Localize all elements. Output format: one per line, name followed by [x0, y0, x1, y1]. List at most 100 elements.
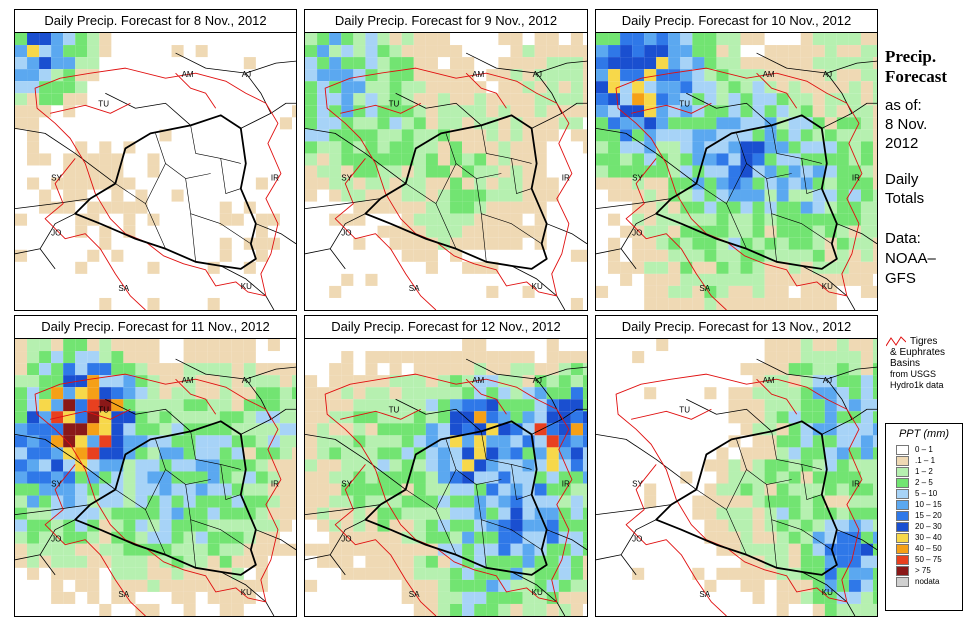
- precip-cell: [425, 81, 438, 94]
- precip-cell: [812, 339, 825, 352]
- precip-cell: [836, 213, 849, 226]
- legend-swatch: [896, 576, 909, 587]
- precip-cell: [377, 567, 390, 580]
- precip-cell: [498, 423, 511, 436]
- precip-cell: [788, 423, 801, 436]
- precip-cell: [147, 555, 160, 568]
- precip-cell: [740, 201, 753, 214]
- precip-cell: [704, 579, 717, 592]
- precip-cell: [824, 117, 837, 130]
- precip-cell: [15, 435, 28, 448]
- precip-cell: [450, 189, 463, 202]
- precip-cell: [546, 459, 559, 472]
- precip-cell: [39, 459, 52, 472]
- precip-cell: [800, 567, 813, 580]
- precip-cell: [15, 363, 28, 376]
- precip-cell: [546, 507, 559, 520]
- precip-cell: [27, 543, 40, 556]
- precip-cell: [608, 165, 621, 178]
- precip-cell: [812, 579, 825, 592]
- precip-cell: [644, 93, 657, 106]
- precip-cell: [305, 543, 318, 556]
- precip-cell: [51, 471, 64, 484]
- precip-cell: [51, 177, 64, 190]
- precip-cell: [812, 519, 825, 532]
- precip-cell: [812, 201, 825, 214]
- precip-cell: [329, 495, 342, 508]
- precip-cell: [75, 579, 88, 592]
- precip-cell: [243, 459, 256, 472]
- precip-cell: [788, 351, 801, 364]
- basin-outline: [631, 102, 712, 114]
- precip-cell: [800, 249, 813, 262]
- precip-cell: [582, 81, 587, 94]
- precip-cell: [135, 531, 148, 544]
- precip-cell: [740, 69, 753, 82]
- precip-cell: [716, 519, 729, 532]
- precip-cell: [425, 225, 438, 238]
- precip-cell: [27, 117, 40, 130]
- precip-cell: [836, 201, 849, 214]
- precip-cell: [291, 363, 296, 376]
- precip-cell: [558, 495, 571, 508]
- precip-cell: [668, 117, 681, 130]
- precip-cell: [51, 423, 64, 436]
- precip-cell: [522, 519, 535, 532]
- precip-cell: [450, 399, 463, 412]
- precip-cell: [63, 567, 76, 580]
- precip-cell: [632, 93, 645, 106]
- precip-cell: [860, 411, 873, 424]
- precip-cell: [716, 201, 729, 214]
- precip-cell: [510, 177, 523, 190]
- precip-cell: [620, 57, 633, 70]
- province-border: [766, 178, 833, 245]
- precip-cell: [486, 177, 499, 190]
- precip-cell: [498, 57, 511, 70]
- precip-cell: [644, 45, 657, 58]
- precip-cell: [63, 201, 76, 214]
- precip-cell: [836, 543, 849, 556]
- precip-cell: [764, 447, 777, 460]
- country-label: IR: [562, 480, 570, 489]
- country-border: [596, 433, 697, 490]
- precip-cell: [207, 351, 220, 364]
- precip-cell: [704, 69, 717, 82]
- precip-cell: [437, 519, 451, 532]
- precip-cell: [401, 567, 414, 580]
- precip-cell: [764, 93, 777, 106]
- precip-cell: [692, 213, 705, 226]
- precip-cell: [800, 531, 813, 544]
- precip-cell: [389, 495, 402, 508]
- precip-cell: [680, 45, 693, 58]
- precip-cell: [510, 435, 523, 448]
- precip-cell: [219, 447, 232, 460]
- precip-cell: [329, 33, 342, 46]
- country-border: [305, 198, 381, 210]
- precip-cell: [365, 411, 378, 424]
- precip-cell: [27, 375, 40, 388]
- precip-cell: [305, 165, 318, 178]
- precip-cell: [570, 297, 583, 310]
- precip-cell: [279, 387, 292, 400]
- precip-cell: [558, 579, 571, 592]
- precip-cell: [704, 285, 717, 298]
- precip-cell: [522, 165, 535, 178]
- precip-cell: [171, 459, 184, 472]
- panel-title: Daily Precip. Forecast for 12 Nov., 2012: [305, 316, 587, 339]
- precip-cell: [788, 225, 801, 238]
- precip-cell: [872, 201, 877, 214]
- precip-cell: [39, 81, 52, 94]
- precip-cell: [413, 363, 426, 376]
- precip-cell: [498, 387, 511, 400]
- country-border: [105, 92, 191, 126]
- precip-cell: [788, 297, 801, 310]
- precip-cell: [582, 423, 587, 436]
- precip-cell: [692, 495, 705, 508]
- precip-cell: [99, 459, 112, 472]
- country-border: [686, 398, 772, 432]
- precip-cell: [171, 423, 184, 436]
- precip-cell: [836, 459, 849, 472]
- precip-cell: [812, 543, 825, 556]
- precip-cell: [219, 375, 232, 388]
- precip-cell: [183, 543, 196, 556]
